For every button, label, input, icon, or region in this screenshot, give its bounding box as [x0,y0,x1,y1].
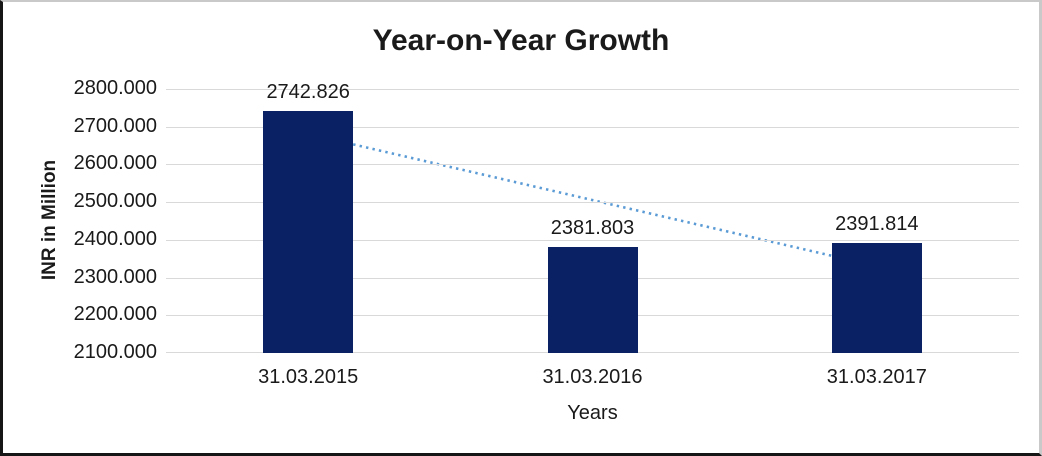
x-tick-label: 31.03.2015 [258,366,359,388]
y-tick-label: 2800.000 [73,77,157,99]
x-tick-label: 31.03.2016 [542,366,643,388]
bar-value-label: 2381.803 [550,216,635,239]
bar-value-label: 2391.814 [835,212,919,235]
y-tick-label: 2400.000 [73,227,157,250]
y-tick-label: 2500.000 [73,190,157,213]
bar-value-label: 2742.826 [266,80,350,103]
y-tick-label: 2200.000 [73,303,157,326]
plot-area: 2742.826 2381.803 2391.814 [166,81,1019,353]
y-tick-label: 2300.000 [73,265,157,288]
y-axis-title: INR in Million [39,159,60,281]
bar [263,110,354,353]
bar [831,242,922,353]
x-axis-title: Years [567,402,618,424]
y-tick-label: 2600.000 [73,152,157,175]
chart-title: Year-on-Year Growth [372,24,670,57]
y-tick-label: 2100.000 [73,341,157,363]
y-tick-label: 2700.000 [73,114,157,137]
bar [547,246,638,353]
x-tick-label: 31.03.2017 [826,366,927,388]
